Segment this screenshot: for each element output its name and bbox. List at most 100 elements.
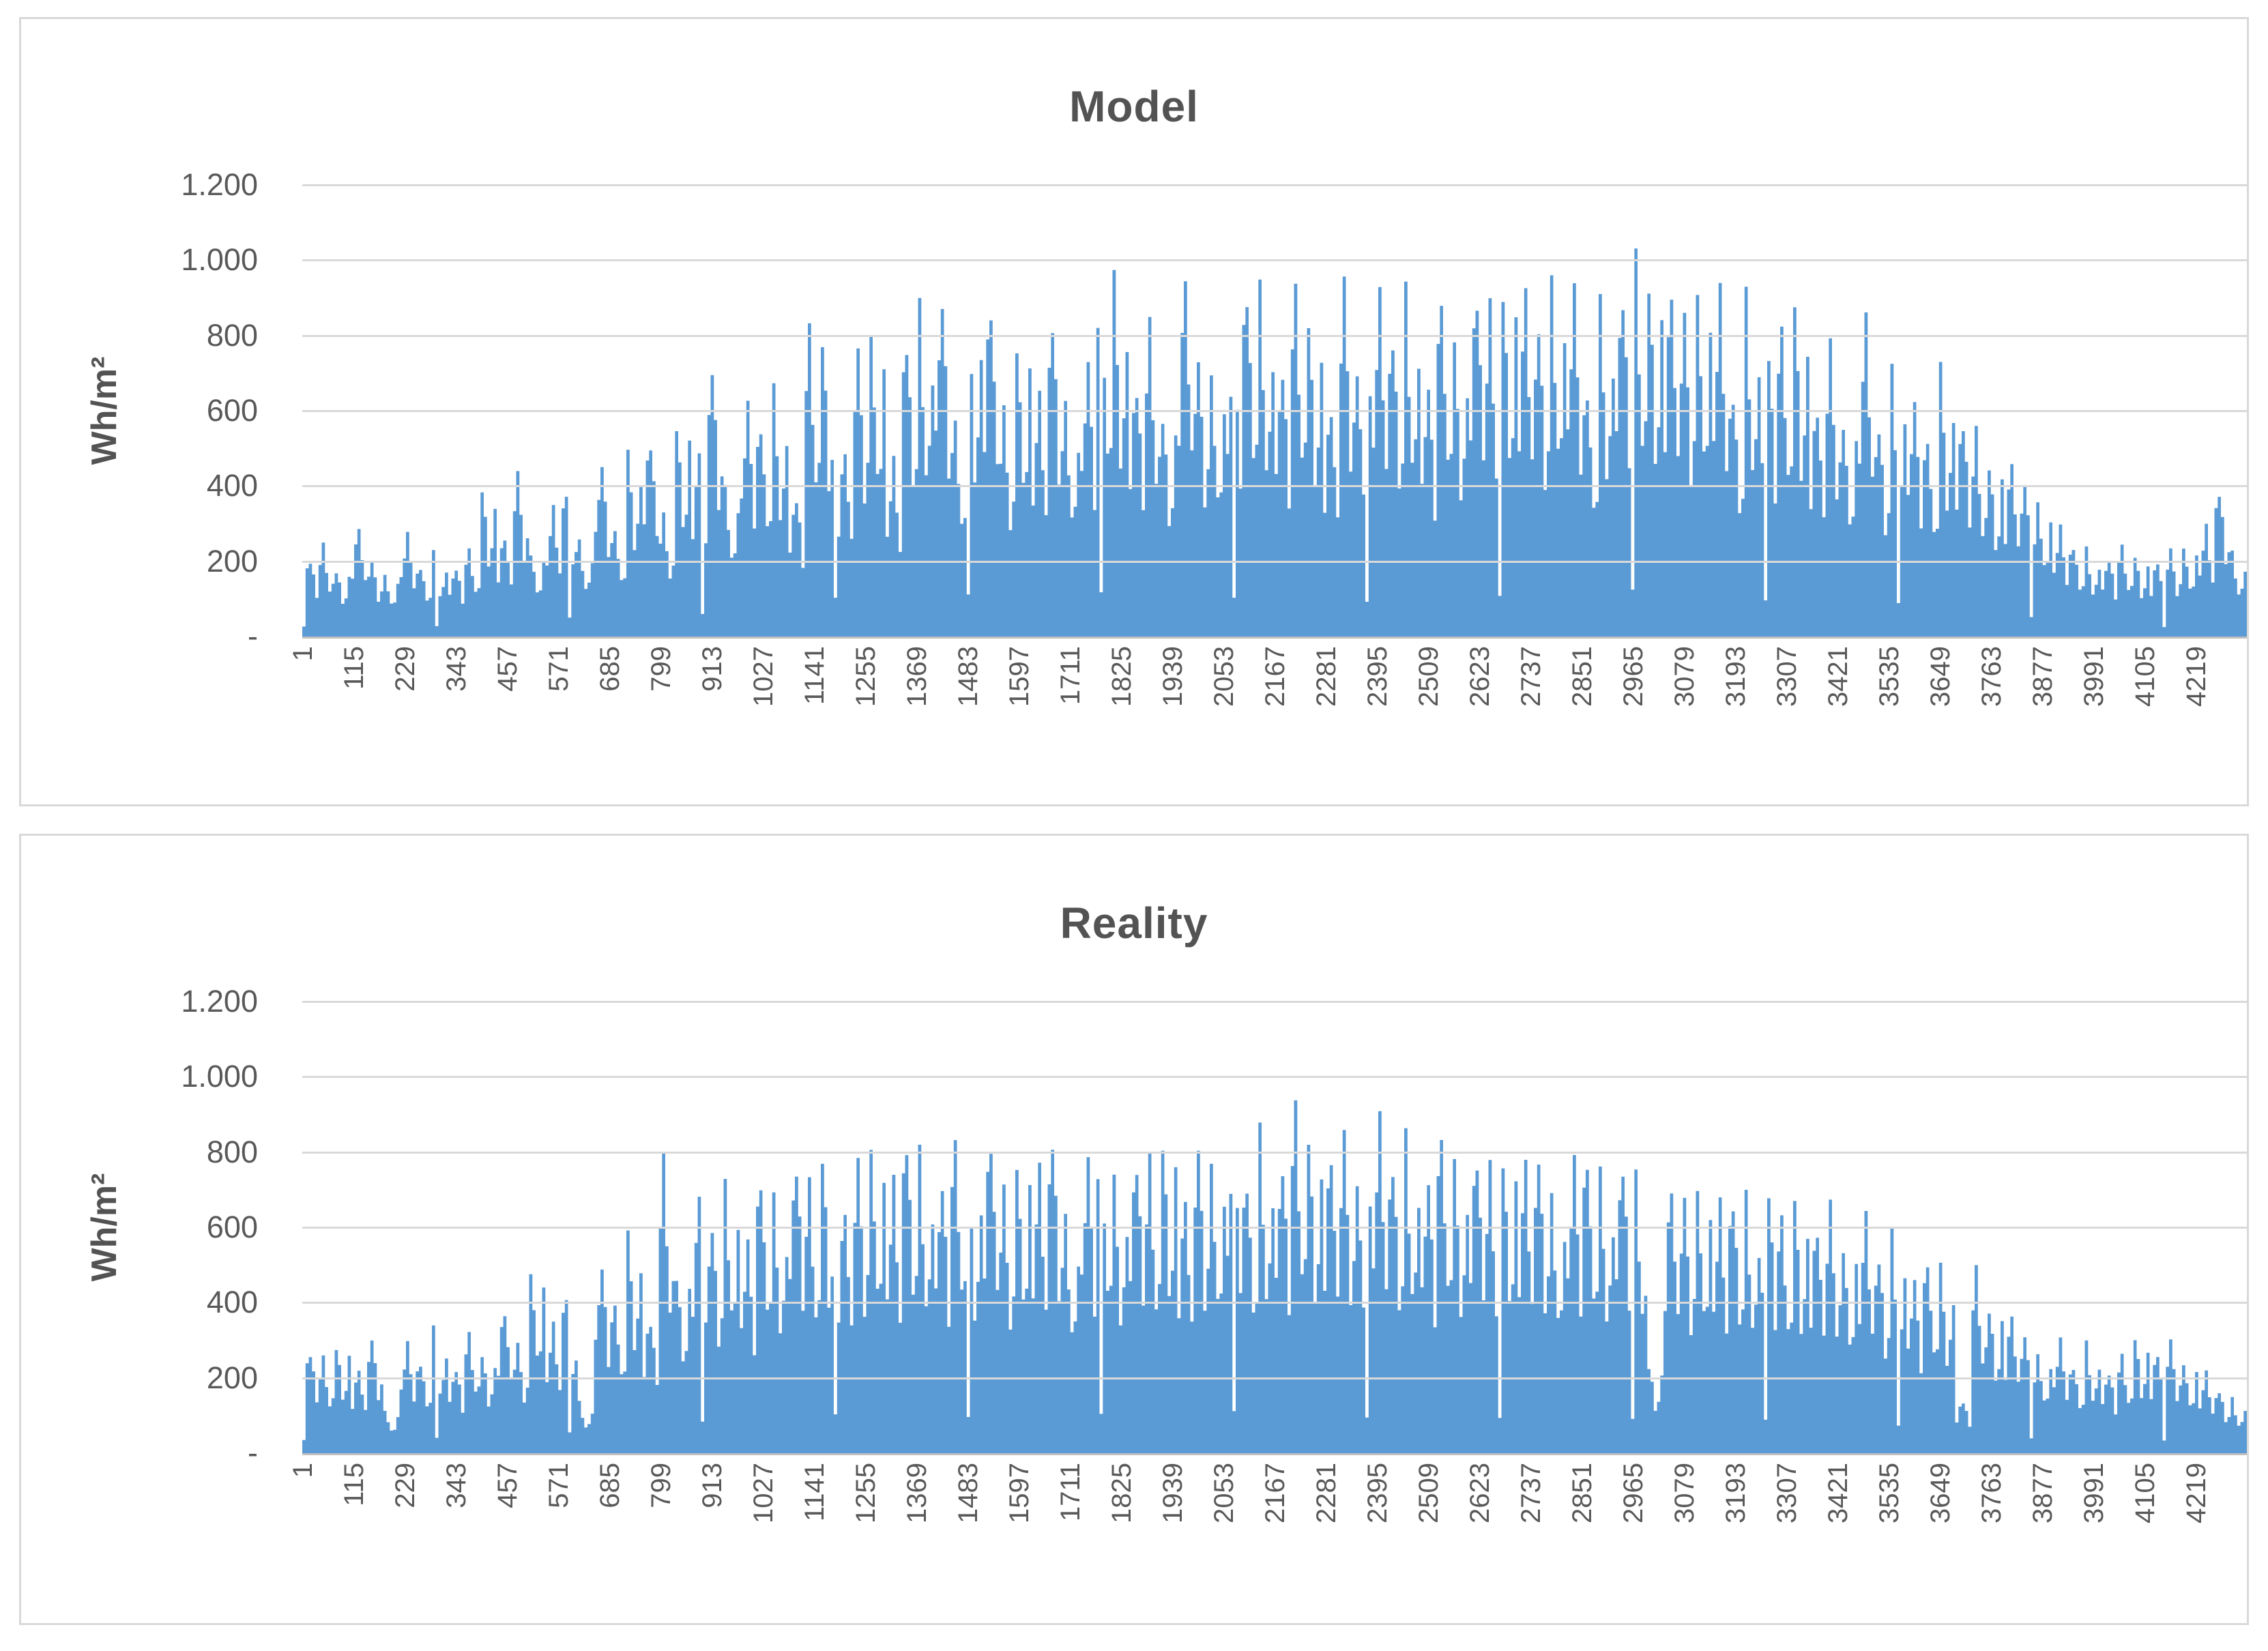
x-tick-label: 3991 bbox=[2079, 646, 2110, 707]
x-tick-label: 571 bbox=[544, 646, 575, 692]
plot-area-model bbox=[302, 248, 2247, 637]
x-tick-label: 229 bbox=[390, 1463, 421, 1508]
y-tick-label: 800 bbox=[206, 317, 258, 353]
x-tick-label: 4105 bbox=[2130, 1463, 2161, 1523]
x-tick-label: 3649 bbox=[1925, 646, 1956, 707]
x-tick-label: 2167 bbox=[1260, 646, 1291, 707]
x-tick-label: 2509 bbox=[1414, 646, 1444, 707]
x-tick-label: 1825 bbox=[1107, 1463, 1137, 1523]
x-tick-label: 1369 bbox=[902, 646, 933, 707]
y-tick-label: 600 bbox=[206, 393, 258, 428]
x-tick-label: 799 bbox=[646, 1463, 677, 1508]
x-tick-label: 2053 bbox=[1209, 1463, 1240, 1523]
model-chart-card: Model Wh/m² 1.200 1.000 800 600 400 200-1 115 2… bbox=[19, 17, 2249, 806]
x-tick-label: 571 bbox=[544, 1463, 575, 1508]
x-tick-label: 2509 bbox=[1414, 1463, 1444, 1523]
x-tick-label: 3877 bbox=[2028, 646, 2059, 707]
x-tick-label: 1255 bbox=[851, 1463, 882, 1523]
grid-line bbox=[302, 184, 2247, 186]
x-tick-label: 4105 bbox=[2130, 646, 2161, 707]
x-tick-label: 1483 bbox=[953, 646, 984, 707]
x-axis-line bbox=[302, 1453, 2247, 1455]
y-tick-label: - bbox=[248, 1435, 258, 1470]
grid-line bbox=[302, 259, 2247, 262]
x-tick-label: 3079 bbox=[1670, 1463, 1700, 1523]
x-tick-label: 1 bbox=[288, 1463, 319, 1478]
x-tick-label: 1939 bbox=[1158, 646, 1189, 707]
x-tick-label: 115 bbox=[339, 646, 370, 690]
y-tick-label: 400 bbox=[206, 468, 258, 503]
y-tick-label: 1.000 bbox=[181, 1059, 258, 1094]
plot-area-reality bbox=[302, 1100, 2247, 1453]
grid-line bbox=[302, 1076, 2247, 1079]
x-tick-label: 2737 bbox=[1516, 646, 1547, 707]
x-tick-label: 2737 bbox=[1516, 1463, 1547, 1523]
y-tick-label: 800 bbox=[206, 1134, 258, 1169]
x-tick-label: 229 bbox=[390, 646, 421, 692]
x-tick-label: 685 bbox=[595, 1463, 626, 1508]
y-tick-label: 200 bbox=[206, 543, 258, 579]
grid-line bbox=[302, 560, 2247, 563]
x-tick-label: 3193 bbox=[1721, 1463, 1751, 1523]
bar-series-path bbox=[302, 248, 2247, 637]
x-tick-label: 2851 bbox=[1567, 1463, 1598, 1523]
x-tick-label: 4219 bbox=[2181, 646, 2212, 707]
x-tick-label: 3535 bbox=[1874, 1463, 1905, 1523]
x-tick-label: 3421 bbox=[1823, 646, 1854, 707]
x-tick-label: 2281 bbox=[1311, 1463, 1342, 1523]
grid-line bbox=[302, 1227, 2247, 1229]
x-tick-label: 3307 bbox=[1772, 1463, 1803, 1523]
x-tick-label: 1 bbox=[288, 646, 319, 662]
x-tick-label: 2965 bbox=[1618, 1463, 1649, 1523]
x-tick-label: 2851 bbox=[1567, 646, 1598, 707]
x-tick-label: 2395 bbox=[1363, 646, 1393, 707]
grid-line bbox=[302, 334, 2247, 337]
y-tick-label: 400 bbox=[206, 1285, 258, 1320]
x-tick-label: 3535 bbox=[1874, 646, 1905, 707]
x-tick-label: 1597 bbox=[1004, 646, 1035, 707]
x-tick-label: 1027 bbox=[748, 1463, 779, 1523]
chart-title-reality: Reality bbox=[1060, 898, 1208, 948]
grid-line bbox=[302, 1377, 2247, 1379]
grid-line bbox=[302, 1151, 2247, 1154]
x-tick-label: 1141 bbox=[800, 646, 830, 705]
x-tick-label: 3649 bbox=[1925, 1463, 1956, 1523]
x-tick-label: 2395 bbox=[1363, 1463, 1393, 1523]
x-tick-label: 1369 bbox=[902, 1463, 933, 1523]
x-tick-label: 3307 bbox=[1772, 646, 1803, 707]
x-tick-label: 1027 bbox=[748, 646, 779, 707]
y-tick-label: 600 bbox=[206, 1210, 258, 1244]
x-tick-label: 913 bbox=[697, 646, 728, 692]
grid-line bbox=[302, 1302, 2247, 1304]
x-tick-label: 2965 bbox=[1618, 646, 1649, 707]
x-tick-label: 343 bbox=[441, 646, 472, 692]
x-tick-label: 3763 bbox=[1977, 1463, 2007, 1523]
x-tick-label: 1939 bbox=[1158, 1463, 1189, 1523]
x-tick-label: 457 bbox=[493, 646, 523, 692]
x-tick-label: 3763 bbox=[1977, 646, 2007, 707]
x-tick-label: 2053 bbox=[1209, 646, 1240, 707]
x-tick-label: 2623 bbox=[1465, 646, 1496, 707]
x-tick-label: 1483 bbox=[953, 1463, 984, 1523]
x-tick-label: 2167 bbox=[1260, 1463, 1291, 1523]
x-tick-label: 913 bbox=[697, 1463, 728, 1508]
x-tick-label: 1711 bbox=[1056, 646, 1086, 705]
x-tick-label: 2281 bbox=[1311, 646, 1342, 707]
x-tick-label: 1141 bbox=[800, 1463, 830, 1522]
x-tick-label: 3877 bbox=[2028, 1463, 2059, 1523]
chart-title-model: Model bbox=[1069, 82, 1199, 132]
x-axis-line bbox=[302, 637, 2247, 639]
grid-line bbox=[302, 485, 2247, 488]
x-tick-label: 115 bbox=[339, 1463, 370, 1506]
y-tick-label: 1.200 bbox=[181, 984, 258, 1019]
y-tick-label: 200 bbox=[206, 1360, 258, 1395]
x-tick-label: 799 bbox=[646, 646, 677, 692]
x-tick-label: 4219 bbox=[2181, 1463, 2212, 1523]
x-tick-label: 685 bbox=[595, 646, 626, 692]
grid-line bbox=[302, 410, 2247, 412]
x-tick-label: 343 bbox=[441, 1463, 472, 1508]
y-tick-label: 1.200 bbox=[181, 167, 258, 202]
y-tick-label: 1.000 bbox=[181, 242, 258, 278]
x-tick-label: 1825 bbox=[1107, 646, 1137, 707]
y-tick-label: - bbox=[248, 619, 258, 654]
